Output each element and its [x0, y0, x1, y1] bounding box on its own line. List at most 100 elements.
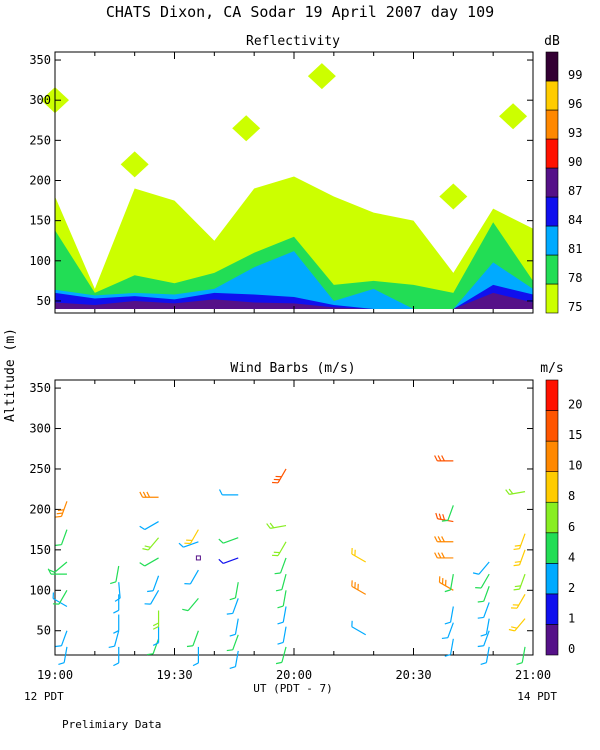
wind-colorbar: 0 1 2 4 6 8 10 15 20	[545, 379, 582, 656]
wind-barb	[444, 638, 454, 657]
wind-barb	[55, 501, 68, 518]
wind-y-tick-label: 150	[29, 543, 51, 557]
wind-barb	[477, 630, 490, 648]
wind-barb	[477, 602, 490, 619]
wind-barb	[351, 547, 367, 563]
wind-barb	[226, 634, 239, 652]
wind-colorbar-level-label: 1	[568, 611, 575, 625]
reflectivity-colorbar-level-label: 84	[568, 213, 582, 227]
reflectivity-colorbar-swatch	[545, 80, 559, 111]
wind-colorbar-swatch	[545, 471, 559, 503]
wind-y-tick-label: 300	[29, 422, 51, 436]
wind-y-tick-label: 50	[37, 624, 51, 638]
reflectivity-y-tick-label: 200	[29, 173, 51, 187]
wind-barb	[275, 646, 287, 665]
wind-barb	[516, 646, 526, 665]
wind-barb	[182, 597, 199, 612]
wind-barb	[511, 594, 526, 609]
wind-colorbar-swatch	[545, 563, 559, 595]
reflectivity-patch	[232, 115, 261, 142]
wind-colorbar-level-label: 6	[568, 520, 575, 534]
wind-barb	[218, 557, 239, 564]
wind-barb	[274, 557, 287, 575]
reflectivity-colorbar-swatch	[545, 225, 559, 256]
wind-colorbar-swatch	[545, 410, 559, 442]
wind-barb	[226, 598, 239, 615]
wind-barb	[218, 489, 239, 496]
wind-barb	[277, 626, 287, 645]
right-time-note: 14 PDT	[517, 690, 557, 703]
wind-colorbar-swatch	[545, 593, 559, 625]
reflectivity-colorbar-level-label: 87	[568, 184, 582, 198]
reflectivity-fill	[41, 63, 533, 309]
reflectivity-band-d81	[55, 251, 533, 309]
wind-barb	[139, 491, 159, 498]
reflectivity-plot: 50 100 150 200 250 300 350	[29, 51, 534, 314]
wind-barb	[480, 618, 490, 637]
wind-x-tick-label: 20:30	[395, 668, 431, 682]
wind-barb	[142, 537, 160, 551]
reflectivity-colorbar-swatch	[545, 196, 559, 227]
wind-barb	[513, 533, 526, 551]
reflectivity-colorbar-level-label: 75	[568, 300, 582, 314]
x-axis-label: UT (PDT - 7)	[253, 682, 332, 695]
wind-barb	[444, 574, 454, 593]
wind-barb	[351, 580, 367, 595]
wind-barb	[48, 561, 68, 573]
reflectivity-colorbar-swatch	[545, 109, 559, 140]
wind-barb	[113, 594, 120, 614]
wind-barb	[351, 620, 367, 636]
wind-barb	[144, 589, 160, 605]
wind-barb	[441, 622, 454, 640]
wind-barb	[441, 505, 454, 522]
wind-x-tick-label: 19:00	[37, 668, 73, 682]
wind-barb	[152, 610, 160, 630]
reflectivity-patch	[307, 63, 336, 90]
reflectivity-colorbar-unit: dB	[544, 34, 560, 49]
footer-note: Prelimiary Data	[62, 718, 161, 731]
wind-barb	[55, 529, 68, 546]
wind-barb	[480, 646, 490, 665]
wind-barb	[472, 561, 490, 575]
wind-barb	[505, 488, 526, 495]
wind-colorbar-level-label: 20	[568, 398, 582, 412]
wind-barb	[229, 650, 239, 670]
wind-barb	[114, 582, 121, 602]
reflectivity-title: Reflectivity	[246, 34, 340, 49]
wind-y-tick-label: 350	[29, 381, 51, 395]
wind-barb	[434, 455, 454, 462]
wind-barb	[444, 606, 454, 625]
wind-barb	[266, 522, 287, 529]
wind-barb	[147, 575, 160, 593]
wind-calm-marker	[195, 555, 201, 561]
reflectivity-colorbar-swatch	[545, 254, 559, 285]
wind-x-tick-label: 19:30	[156, 668, 192, 682]
wind-barb	[113, 614, 120, 634]
wind-y-tick-label: 200	[29, 502, 51, 516]
wind-colorbar-swatch	[545, 379, 559, 411]
wind-colorbar-level-label: 8	[568, 489, 575, 503]
wind-frame	[54, 379, 534, 656]
figure-title: CHATS Dixon, CA Sodar 19 April 2007 day …	[106, 3, 494, 21]
wind-colorbar-unit: m/s	[540, 361, 563, 376]
reflectivity-colorbar-level-label: 81	[568, 242, 582, 256]
reflectivity-y-tick-label: 250	[29, 133, 51, 147]
wind-colorbar-swatch	[545, 440, 559, 472]
reflectivity-colorbar-swatch	[545, 138, 559, 169]
y-axis-label: Altitude (m)	[3, 328, 18, 422]
reflectivity-colorbar-level-label: 93	[568, 126, 582, 140]
wind-y-tick-label: 250	[29, 462, 51, 476]
reflectivity-colorbar-level-label: 90	[568, 155, 582, 169]
reflectivity-y-tick-label: 50	[37, 294, 51, 308]
reflectivity-colorbar-level-label: 96	[568, 97, 582, 111]
reflectivity-band-d84	[55, 284, 533, 309]
wind-barb	[277, 590, 287, 609]
left-time-note: 12 PDT	[24, 690, 64, 703]
reflectivity-colorbar-level-label: 99	[568, 68, 582, 82]
wind-colorbar-level-label: 4	[568, 550, 575, 564]
wind-barb	[475, 573, 490, 589]
wind-barb	[152, 626, 160, 646]
wind-barb	[55, 630, 68, 648]
wind-barb	[58, 646, 68, 665]
